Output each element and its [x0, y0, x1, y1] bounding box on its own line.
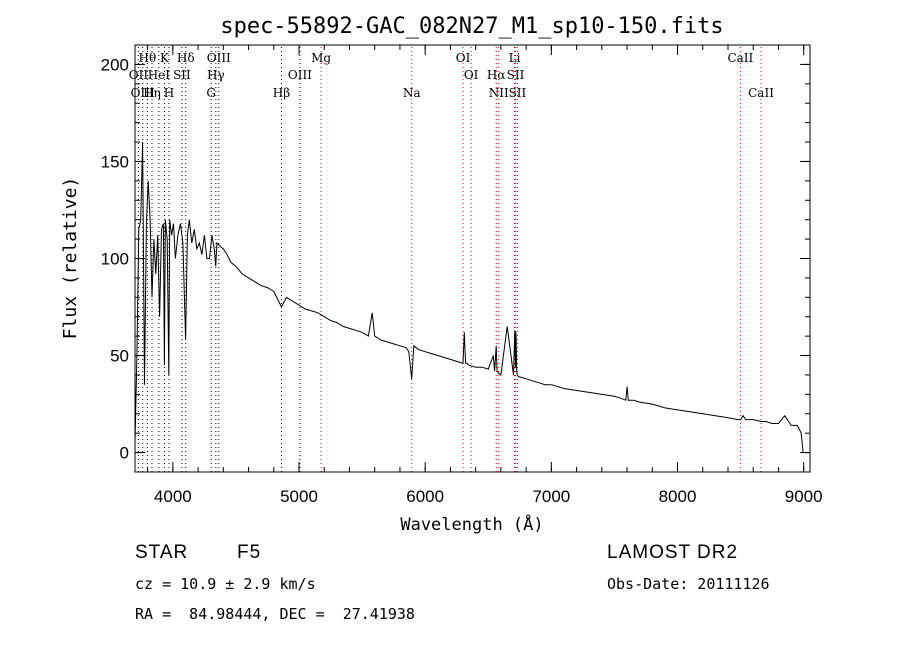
- line-label: Hβ: [273, 86, 290, 100]
- y-tick-label: 0: [120, 444, 129, 463]
- line-label: G: [206, 86, 216, 100]
- line-label: Mg: [311, 51, 331, 65]
- line-label: Hγ: [207, 68, 225, 82]
- observation-date: Obs-Date: 20111126: [607, 575, 770, 593]
- line-label: CaII: [748, 86, 774, 100]
- line-label: OI: [464, 68, 479, 82]
- chart-title: spec-55892-GAC_082N27_M1_sp10-150.fits: [220, 14, 723, 39]
- x-tick-label: 7000: [532, 487, 570, 506]
- survey-label: LAMOST DR2: [607, 542, 739, 563]
- y-tick-label: 200: [101, 55, 129, 74]
- line-label: Hη: [143, 86, 161, 100]
- object-subclass: F5: [237, 542, 262, 563]
- x-axis-label: Wavelength (Å): [400, 513, 543, 535]
- line-label: OIII: [288, 68, 312, 82]
- x-tick-label: 6000: [406, 487, 444, 506]
- y-tick-label: 150: [101, 152, 129, 171]
- ra-dec-coordinates: RA = 84.98444, DEC = 27.41938: [135, 605, 415, 623]
- line-label: OIII: [207, 51, 231, 65]
- line-label: Hδ: [177, 51, 195, 65]
- line-label: NII: [489, 86, 509, 100]
- line-label: SII: [509, 86, 527, 100]
- y-tick-label: 50: [110, 347, 129, 366]
- line-label: Hθ: [139, 51, 157, 65]
- line-label: OII: [129, 68, 149, 82]
- spectrum-chart: spec-55892-GAC_082N27_M1_sp10-150.fits 40…: [60, 14, 823, 535]
- line-label: Hα: [487, 68, 506, 82]
- line-label: CaII: [727, 51, 753, 65]
- spectrum-line: [134, 141, 804, 453]
- line-label: K: [160, 51, 170, 65]
- x-tick-label: 4000: [154, 487, 192, 506]
- line-label: OI: [456, 51, 471, 65]
- line-label: H: [164, 86, 174, 100]
- x-tick-label: 5000: [280, 487, 318, 506]
- line-label: Li: [509, 51, 521, 65]
- x-tick-label: 9000: [785, 487, 823, 506]
- line-label: OIII: [131, 86, 155, 100]
- y-tick-label: 100: [101, 250, 129, 269]
- object-class: STAR: [135, 542, 189, 563]
- redshift-cz: cz = 10.9 ± 2.9 km/s: [135, 575, 316, 593]
- line-label: Na: [403, 86, 421, 100]
- x-tick-label: 8000: [659, 487, 697, 506]
- line-label: SII: [507, 68, 525, 82]
- plot-frame: [134, 44, 811, 473]
- line-label: HeI: [148, 68, 171, 82]
- y-axis-label: Flux (relative): [60, 177, 81, 340]
- line-label: SII: [173, 68, 191, 82]
